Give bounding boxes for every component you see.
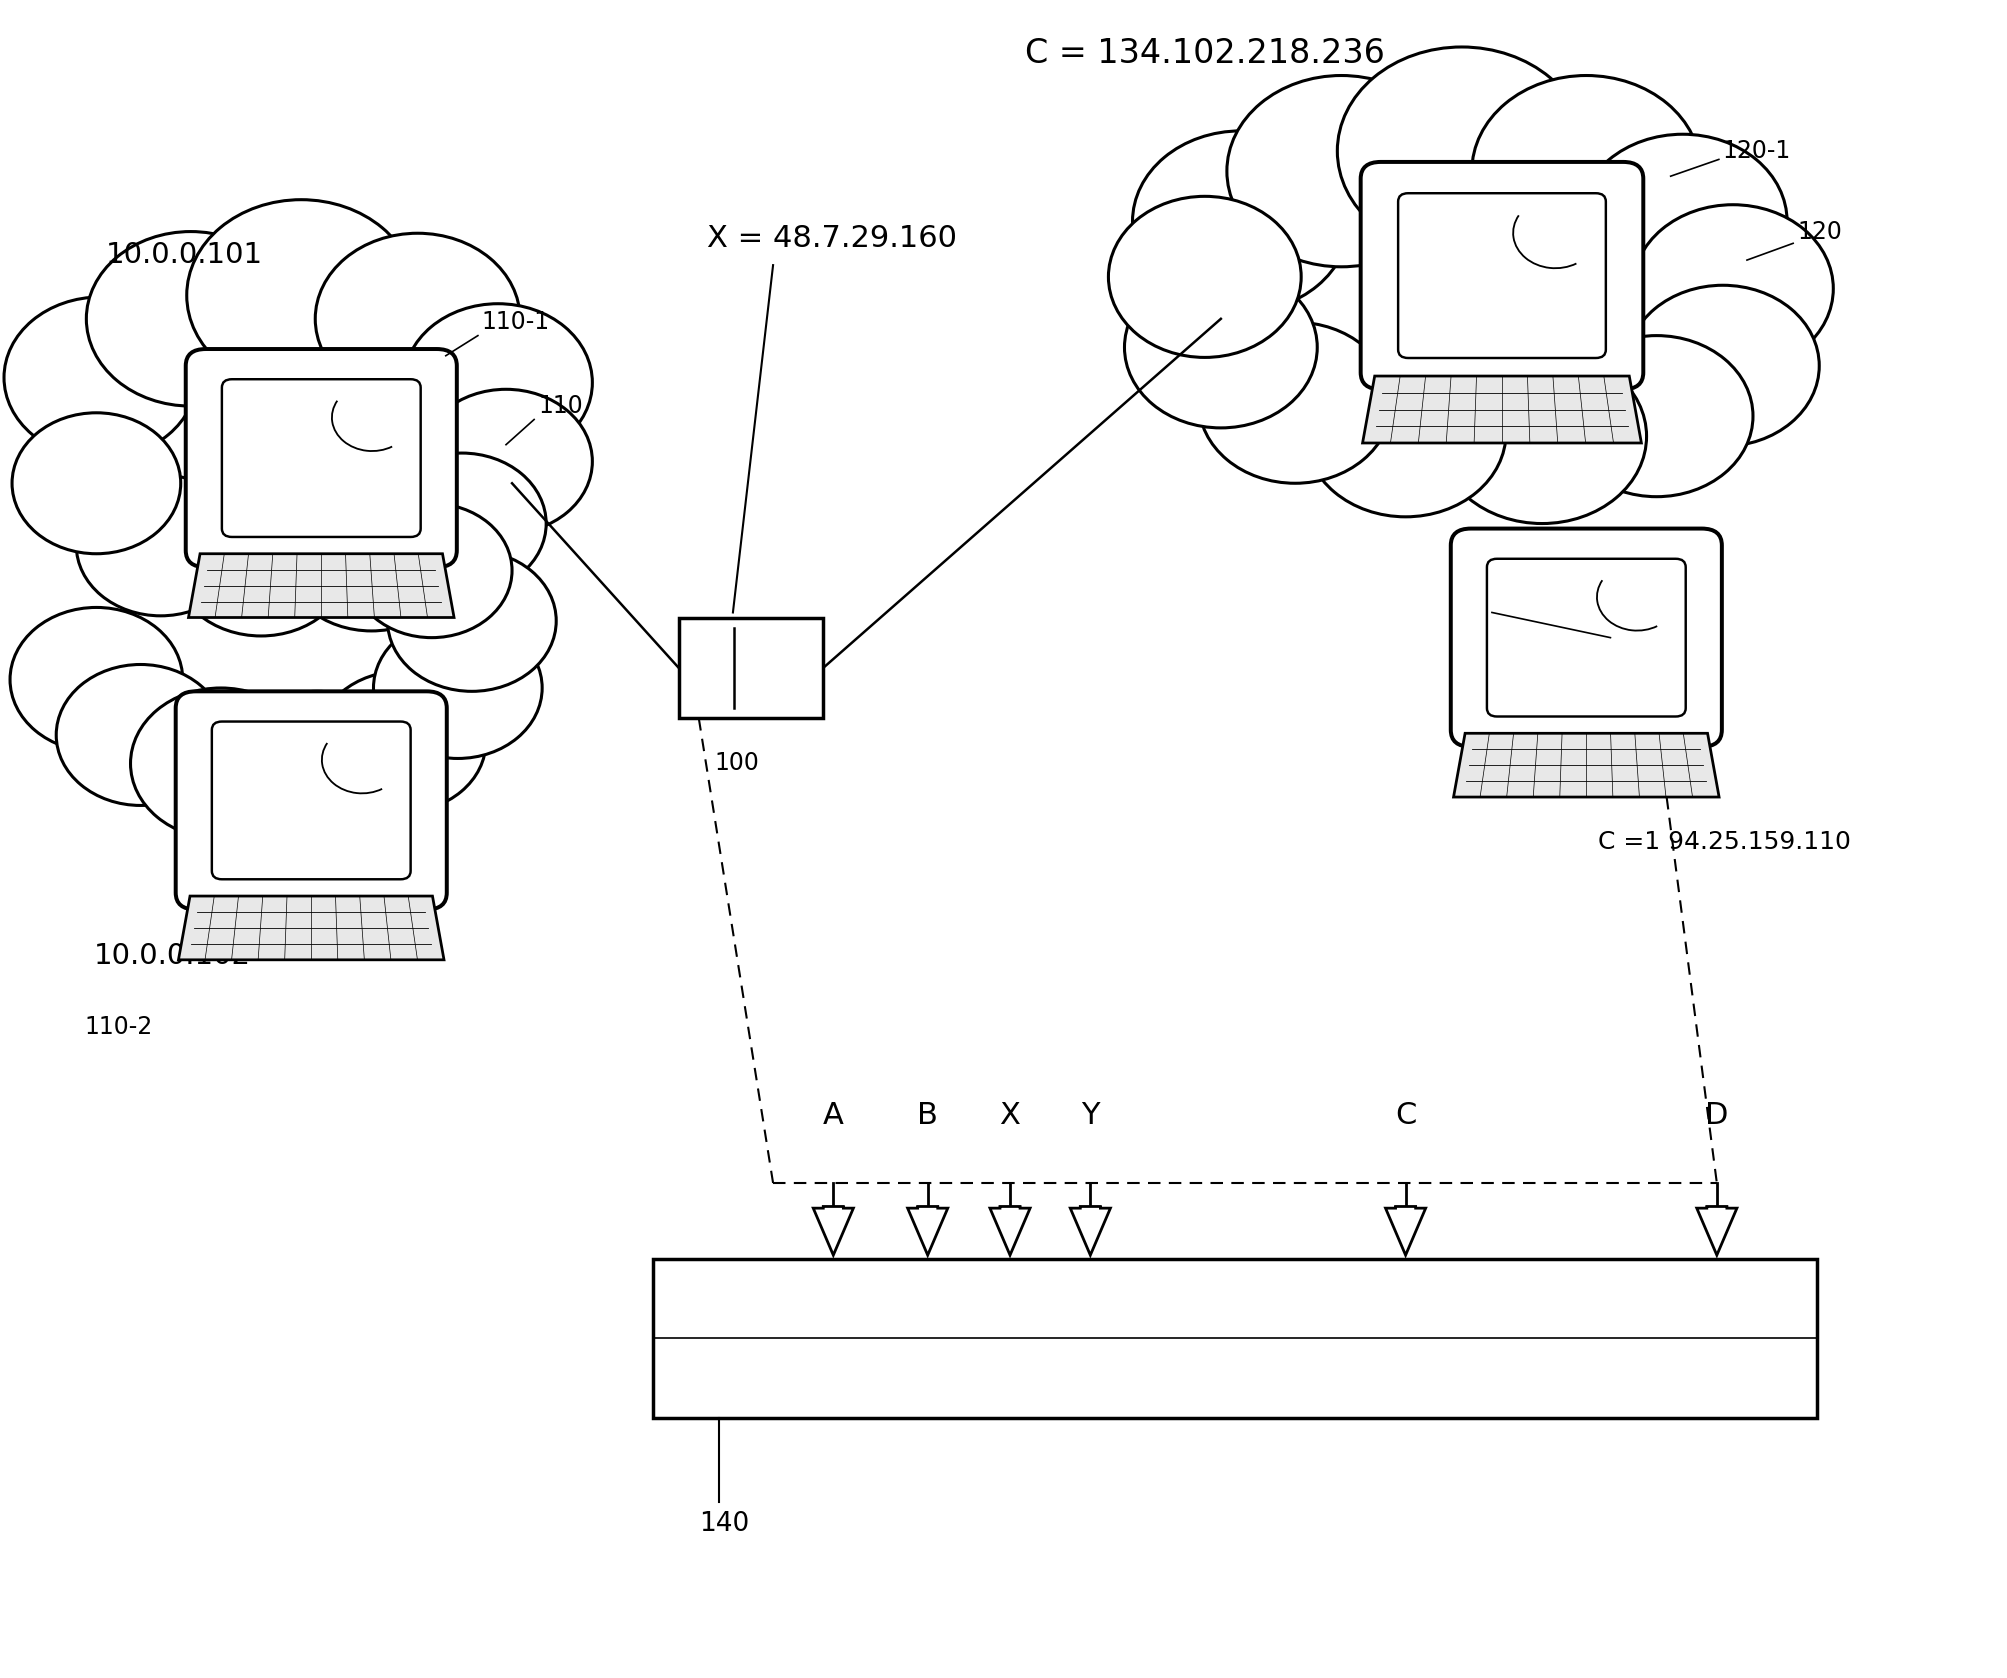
Circle shape bbox=[1198, 322, 1391, 483]
Circle shape bbox=[283, 483, 460, 631]
Text: C = 134.102.218.236: C = 134.102.218.236 bbox=[1024, 37, 1385, 70]
Circle shape bbox=[315, 233, 520, 404]
Circle shape bbox=[12, 413, 181, 554]
Circle shape bbox=[1124, 267, 1317, 428]
FancyBboxPatch shape bbox=[187, 349, 458, 567]
Circle shape bbox=[10, 607, 183, 752]
Circle shape bbox=[187, 200, 415, 391]
Circle shape bbox=[1578, 134, 1786, 309]
Circle shape bbox=[387, 550, 556, 691]
Circle shape bbox=[1471, 76, 1700, 267]
Text: A: A bbox=[823, 1101, 843, 1131]
Text: 110-2: 110-2 bbox=[84, 1015, 153, 1039]
Bar bbox=[652, 1258, 1816, 1418]
Circle shape bbox=[1108, 196, 1301, 357]
Circle shape bbox=[1132, 131, 1349, 312]
FancyBboxPatch shape bbox=[1361, 163, 1642, 389]
Circle shape bbox=[351, 503, 512, 638]
Polygon shape bbox=[907, 1206, 947, 1255]
Polygon shape bbox=[1385, 1206, 1425, 1255]
Circle shape bbox=[377, 453, 546, 594]
Circle shape bbox=[1626, 285, 1818, 446]
Text: B: B bbox=[917, 1101, 937, 1131]
Text: X = 48.7.29.160: X = 48.7.29.160 bbox=[706, 223, 957, 253]
Text: 110-1: 110-1 bbox=[482, 310, 550, 334]
Text: 110: 110 bbox=[538, 394, 582, 418]
Circle shape bbox=[130, 688, 311, 839]
Polygon shape bbox=[189, 554, 454, 618]
Text: Y: Y bbox=[1080, 1101, 1100, 1131]
Text: C: C bbox=[1395, 1101, 1415, 1131]
FancyBboxPatch shape bbox=[221, 379, 421, 537]
Text: 120: 120 bbox=[1796, 220, 1840, 243]
Circle shape bbox=[1437, 349, 1646, 524]
Text: X: X bbox=[999, 1101, 1020, 1131]
Polygon shape bbox=[989, 1206, 1030, 1255]
Circle shape bbox=[1337, 47, 1586, 255]
Text: i1   10.0.0.100:12836;  * :61795;134.102.218.236:5061: i1 10.0.0.100:12836; * :61795;134.102.21… bbox=[676, 1285, 1471, 1309]
Bar bbox=[678, 618, 823, 718]
FancyBboxPatch shape bbox=[1485, 559, 1686, 717]
Text: i2   10.0.0.100:12836;  * :61795;194.25.159.110:18268: i2 10.0.0.100:12836; * :61795;194.25.159… bbox=[676, 1366, 1471, 1389]
Text: 10.0.0.102: 10.0.0.102 bbox=[94, 943, 251, 970]
Circle shape bbox=[56, 664, 225, 805]
Circle shape bbox=[373, 618, 542, 758]
FancyBboxPatch shape bbox=[1397, 193, 1606, 357]
Circle shape bbox=[86, 232, 295, 406]
Text: 120-1: 120-1 bbox=[1722, 139, 1790, 163]
FancyBboxPatch shape bbox=[177, 691, 448, 909]
Text: C =1 94.25.159.110: C =1 94.25.159.110 bbox=[1598, 831, 1850, 854]
Circle shape bbox=[227, 691, 407, 842]
Circle shape bbox=[4, 297, 197, 458]
Polygon shape bbox=[813, 1206, 853, 1255]
Circle shape bbox=[419, 389, 592, 534]
Text: D: D bbox=[1704, 1101, 1728, 1131]
Polygon shape bbox=[179, 896, 444, 960]
Circle shape bbox=[1632, 205, 1832, 373]
Polygon shape bbox=[1363, 376, 1640, 443]
Text: 120-2: 120-2 bbox=[1495, 592, 1563, 616]
Polygon shape bbox=[1070, 1206, 1110, 1255]
Circle shape bbox=[403, 304, 592, 461]
Circle shape bbox=[1559, 336, 1752, 497]
Circle shape bbox=[76, 475, 245, 616]
Circle shape bbox=[1226, 76, 1455, 267]
FancyBboxPatch shape bbox=[213, 722, 409, 879]
Text: 100: 100 bbox=[714, 752, 759, 775]
Text: 10.0.0.101: 10.0.0.101 bbox=[106, 242, 263, 268]
Circle shape bbox=[1305, 349, 1505, 517]
Circle shape bbox=[173, 488, 349, 636]
FancyBboxPatch shape bbox=[1449, 529, 1722, 747]
Text: 140: 140 bbox=[698, 1510, 749, 1537]
Polygon shape bbox=[1696, 1206, 1736, 1255]
Polygon shape bbox=[1453, 733, 1718, 797]
Circle shape bbox=[317, 671, 486, 812]
